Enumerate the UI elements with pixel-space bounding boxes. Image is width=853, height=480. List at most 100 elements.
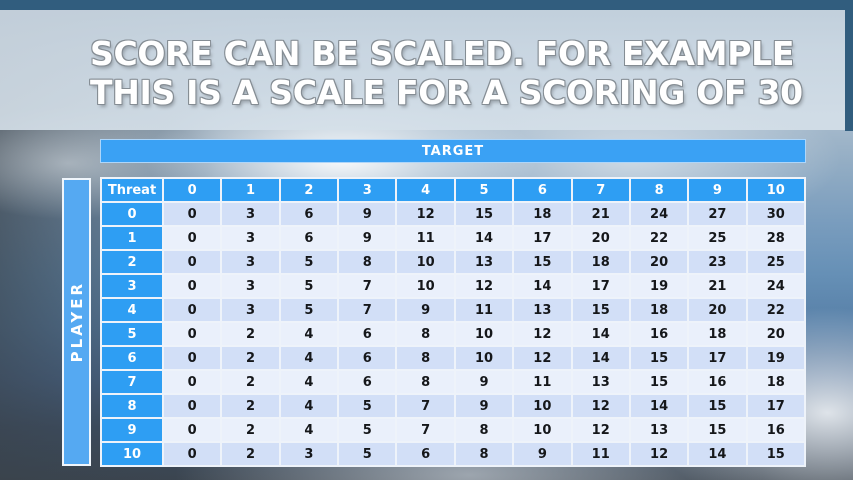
score-cell: 13: [630, 419, 688, 441]
score-cell: 11: [514, 371, 571, 393]
score-cell: 8: [339, 251, 396, 273]
score-cell: 7: [397, 419, 454, 441]
score-cell: 9: [514, 443, 571, 465]
score-cell: 6: [339, 347, 396, 369]
score-cell: 2: [222, 323, 279, 345]
target-column-header-9: 9: [689, 179, 746, 201]
score-cell: 10: [397, 275, 454, 297]
score-cell: 5: [339, 443, 396, 465]
player-row-header-9: 9: [102, 419, 162, 441]
player-row-header-7: 7: [102, 371, 162, 393]
score-cell: 19: [747, 347, 804, 369]
slide-title-line1: SCORE CAN BE SCALED. FOR EXAMPLE: [90, 34, 795, 73]
score-cell: 12: [514, 323, 571, 345]
score-cell: 6: [397, 443, 454, 465]
score-cell: 20: [572, 227, 629, 249]
score-cell: 3: [222, 227, 279, 249]
score-cell: 8: [397, 371, 454, 393]
score-cell: 0: [164, 371, 221, 393]
score-cell: 8: [455, 443, 513, 465]
score-cell: 13: [455, 251, 513, 273]
score-cell: 3: [222, 203, 279, 225]
score-cell: 13: [572, 371, 629, 393]
score-cell: 3: [222, 299, 279, 321]
score-cell: 7: [339, 275, 396, 297]
score-cell: 2: [222, 395, 279, 417]
slide-title-line2: THIS IS A SCALE FOR A SCORING OF 30: [90, 73, 803, 112]
score-cell: 15: [689, 395, 746, 417]
score-cell: 12: [397, 203, 454, 225]
score-cell: 18: [630, 299, 688, 321]
target-column-header-8: 8: [630, 179, 688, 201]
score-cell: 20: [630, 251, 688, 273]
player-row-header-8: 8: [102, 395, 162, 417]
score-cell: 23: [689, 251, 746, 273]
score-cell: 9: [455, 371, 513, 393]
score-cell: 24: [630, 203, 688, 225]
player-label: PLAYER: [67, 281, 86, 363]
score-cell: 9: [339, 227, 396, 249]
score-cell: 0: [164, 227, 221, 249]
score-cell: 4: [280, 395, 338, 417]
score-cell: 15: [514, 251, 571, 273]
score-cell: 25: [747, 251, 804, 273]
score-cell: 5: [280, 251, 338, 273]
target-header-bar: TARGET: [100, 139, 806, 163]
target-column-header-5: 5: [455, 179, 513, 201]
score-cell: 16: [747, 419, 804, 441]
score-cell: 12: [514, 347, 571, 369]
score-cell: 6: [339, 371, 396, 393]
score-cell: 14: [455, 227, 513, 249]
score-cell: 15: [747, 443, 804, 465]
target-column-header-2: 2: [280, 179, 338, 201]
score-cell: 28: [747, 227, 804, 249]
score-cell: 15: [455, 203, 513, 225]
score-cell: 3: [280, 443, 338, 465]
player-row-header-2: 2: [102, 251, 162, 273]
player-row-header-5: 5: [102, 323, 162, 345]
target-column-header-10: 10: [747, 179, 804, 201]
target-label: TARGET: [421, 143, 485, 159]
player-row-header-4: 4: [102, 299, 162, 321]
target-column-header-3: 3: [339, 179, 396, 201]
score-cell: 18: [572, 251, 629, 273]
top-sky-strip: [0, 0, 853, 10]
score-cell: 4: [280, 371, 338, 393]
score-cell: 7: [397, 395, 454, 417]
score-cell: 11: [397, 227, 454, 249]
score-cell: 6: [339, 323, 396, 345]
target-column-header-0: 0: [164, 179, 221, 201]
score-cell: 0: [164, 443, 221, 465]
score-cell: 16: [630, 323, 688, 345]
score-cell: 10: [455, 323, 513, 345]
player-row-header-1: 1: [102, 227, 162, 249]
score-cell: 2: [222, 419, 279, 441]
score-cell: 17: [689, 347, 746, 369]
score-cell: 0: [164, 395, 221, 417]
score-cell: 7: [339, 299, 396, 321]
score-cell: 15: [630, 347, 688, 369]
score-cell: 15: [572, 299, 629, 321]
score-cell: 2: [222, 347, 279, 369]
target-column-header-7: 7: [572, 179, 629, 201]
score-cell: 24: [747, 275, 804, 297]
score-cell: 0: [164, 275, 221, 297]
score-cell: 15: [689, 419, 746, 441]
slide-title: SCORE CAN BE SCALED. FOR EXAMPLE THIS IS…: [90, 34, 803, 112]
score-cell: 18: [514, 203, 571, 225]
right-sky-strip: [845, 0, 853, 131]
score-cell: 9: [397, 299, 454, 321]
score-table: Threat 0 1 2 3 4 5 6 7 8 9 10 0 0 3 6 9 12 15 18 21 24 27 30 1 0 3…: [100, 177, 806, 467]
score-cell: 3: [222, 251, 279, 273]
score-cell: 4: [280, 419, 338, 441]
title-band: SCORE CAN BE SCALED. FOR EXAMPLE THIS IS…: [0, 10, 845, 130]
score-cell: 12: [455, 275, 513, 297]
score-cell: 0: [164, 299, 221, 321]
score-cell: 21: [689, 275, 746, 297]
score-cell: 10: [514, 419, 571, 441]
score-cell: 20: [689, 299, 746, 321]
target-column-header-6: 6: [514, 179, 571, 201]
score-cell: 25: [689, 227, 746, 249]
score-cell: 10: [397, 251, 454, 273]
